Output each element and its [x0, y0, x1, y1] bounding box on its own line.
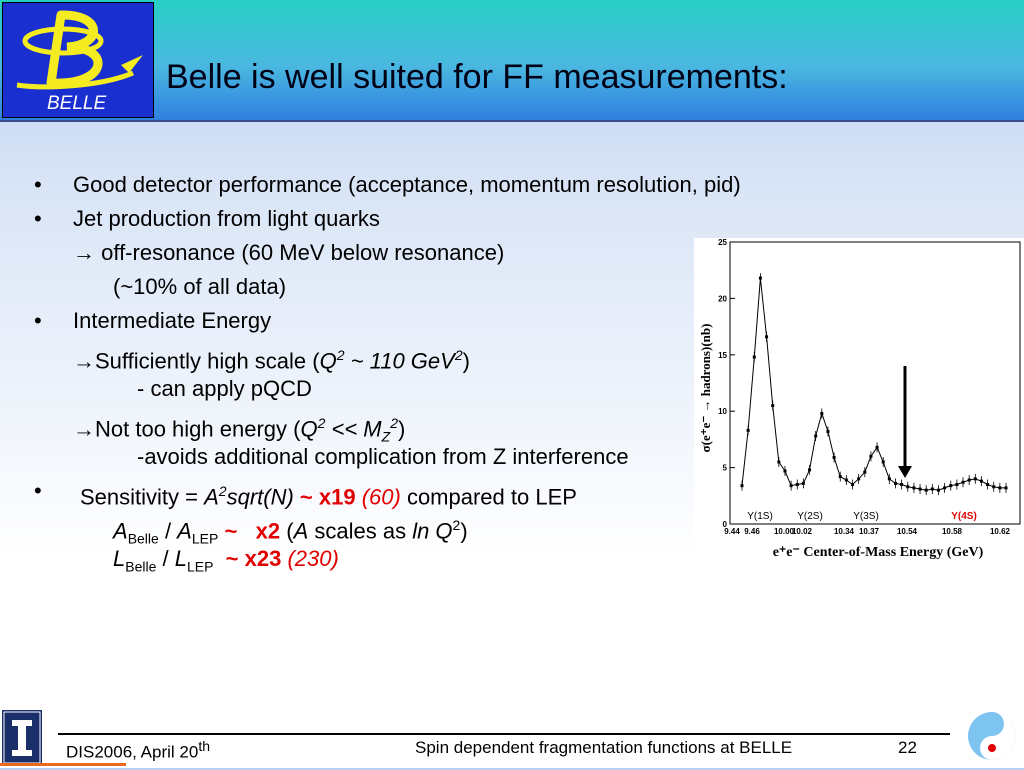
sub-off-resonance: → off-resonance (60 MeV below resonance): [73, 240, 505, 265]
bullet-dot: •: [34, 206, 42, 231]
bullet-dot: •: [34, 478, 42, 503]
y-tick-label: 25: [718, 238, 727, 247]
data-points: [740, 273, 1008, 496]
footer-accent-bar: [0, 763, 126, 766]
sub-pqcd: - can apply pQCD: [137, 376, 312, 401]
cross-section-chart: 0 5 10 15 20 25 9.44 9.46 10.00 10.02 10.34 10.37 1…: [694, 238, 1024, 568]
slide-header: BELLE Belle is well suited for FF measur…: [0, 0, 1024, 122]
resonance-label: Υ(4S): [951, 511, 977, 522]
institute-logo-icon: [968, 712, 1016, 760]
chart-background: [694, 238, 1024, 568]
y-tick-label: 20: [718, 294, 727, 303]
page-title: Belle is well suited for FF measurements…: [166, 58, 788, 96]
bullet-jet: Jet production from light quarks: [73, 206, 380, 231]
x-tick-label: 10.58: [942, 527, 963, 536]
illinois-i-icon: [3, 711, 41, 764]
x-tick-label: 9.46: [744, 527, 760, 536]
x-tick-label: 10.02: [792, 527, 813, 536]
y-tick-label: 10: [718, 407, 727, 416]
footer-conference: DIS2006, April 20th: [66, 738, 210, 762]
x-tick-label: 10.37: [859, 527, 880, 536]
bullet-dot: •: [34, 308, 42, 333]
y-axis-ticks: 0 5 10 15 20 25: [718, 238, 735, 529]
belle-logo: BELLE: [2, 2, 154, 118]
resonance-label: Υ(1S): [747, 511, 773, 522]
sub-not-too-high: →Not too high energy (Q2 << MZ2): [73, 415, 406, 445]
resonance-labels: Υ(1S) Υ(2S) Υ(3S) Υ(4S): [747, 511, 977, 522]
x-tick-label: 9.44: [724, 527, 740, 536]
x-tick-label: 10.54: [897, 527, 918, 536]
bullet-energy: Intermediate Energy: [73, 308, 272, 333]
belle-logo-icon: BELLE: [16, 10, 143, 114]
l-ratio-line: LBelle / LLEP ~ x23 (230): [113, 546, 339, 575]
sub-data-fraction: (~10% of all data): [113, 274, 287, 299]
x-tick-label: 10.00: [774, 527, 795, 536]
x-axis-label: e⁺e⁻ Center-of-Mass Energy (GeV): [773, 545, 984, 560]
sub-high-scale: →Sufficiently high scale (Q2 ~ 110 GeV2): [73, 347, 470, 374]
y-axis-label: σ(e⁺e⁻ → hadrons)(nb): [698, 324, 713, 453]
y-tick-label: 15: [718, 351, 727, 360]
logo-text: BELLE: [47, 93, 106, 114]
illinois-logo: [2, 710, 42, 765]
resonance-label: Υ(2S): [797, 511, 823, 522]
bullet-dot: •: [34, 172, 42, 197]
y-tick-label: 5: [723, 464, 728, 473]
a-ratio-line: ABelle / ALEP ~ x2 (A scales as ln Q2): [113, 517, 468, 547]
footer-talk-title: Spin dependent fragmentation functions a…: [415, 738, 793, 757]
resonance-label: Υ(3S): [853, 511, 879, 522]
plot-frame: [729, 241, 1021, 525]
y-tick-label: 0: [723, 520, 728, 529]
x-tick-label: 10.34: [834, 527, 855, 536]
arrow-head: [898, 466, 912, 478]
x-tick-label: 10.62: [990, 527, 1011, 536]
bullet-sensitivity: Sensitivity = A2sqrt(N) ~ x19 (60) compa…: [80, 483, 577, 510]
footer-divider: [58, 733, 950, 735]
sub-z-interference: -avoids additional complication from Z i…: [137, 444, 629, 469]
bullet-detector: Good detector performance (acceptance, m…: [73, 172, 741, 197]
footer-page-number: 22: [898, 738, 917, 757]
